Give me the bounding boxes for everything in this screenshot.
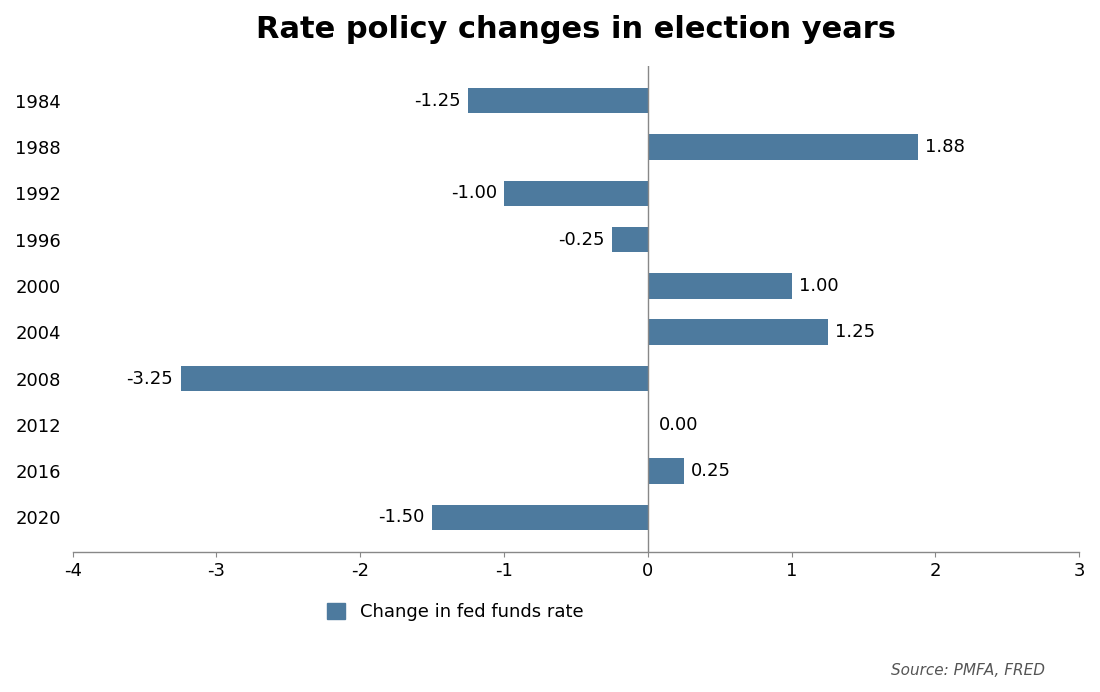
Text: 1.88: 1.88 — [925, 138, 966, 156]
Text: 0.25: 0.25 — [691, 462, 732, 480]
Bar — [648, 273, 792, 299]
Text: Source: PMFA, FRED: Source: PMFA, FRED — [891, 663, 1045, 678]
Text: -1.00: -1.00 — [451, 184, 497, 202]
Bar — [648, 134, 918, 160]
Text: 0.00: 0.00 — [659, 416, 698, 434]
Text: 1.00: 1.00 — [799, 277, 838, 295]
Text: -0.25: -0.25 — [558, 230, 605, 248]
Bar — [648, 458, 684, 484]
Bar — [504, 181, 648, 206]
Title: Rate policy changes in election years: Rate policy changes in election years — [256, 15, 896, 44]
Bar — [469, 88, 648, 113]
Bar — [180, 366, 648, 391]
Text: 1.25: 1.25 — [835, 323, 874, 341]
Text: -1.25: -1.25 — [415, 91, 461, 109]
Text: -3.25: -3.25 — [126, 370, 174, 388]
Bar — [432, 504, 648, 530]
Bar — [612, 227, 648, 253]
Text: -1.50: -1.50 — [378, 509, 425, 527]
Legend: Change in fed funds rate: Change in fed funds rate — [327, 603, 583, 621]
Bar — [648, 320, 827, 345]
